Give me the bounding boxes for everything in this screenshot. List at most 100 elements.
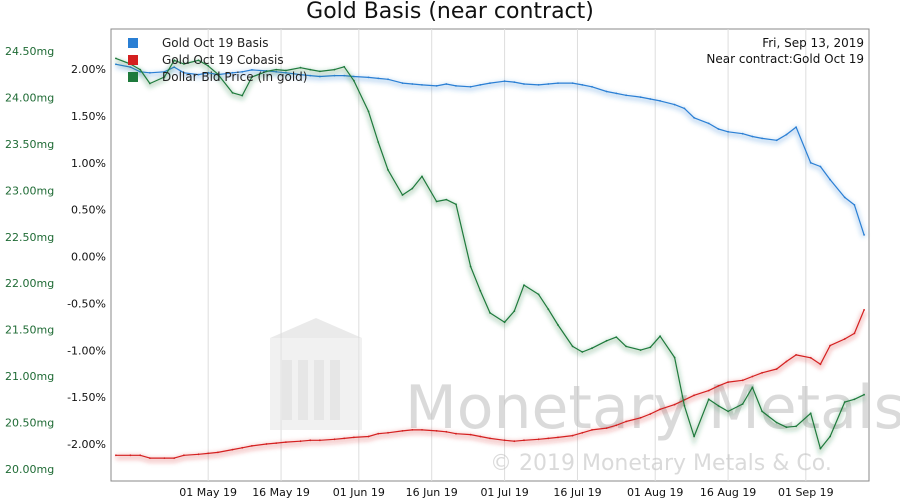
series-basis-point — [513, 81, 516, 83]
series-dollar-point — [727, 410, 729, 413]
legend-swatch-basis — [128, 38, 138, 48]
y-right-tick-label: 1.00% — [71, 157, 106, 170]
x-tick-label: 16 Jul 19 — [553, 486, 601, 499]
series-dollar-point — [591, 347, 593, 350]
series-basis-point — [819, 165, 822, 168]
series-basis-point — [163, 70, 166, 73]
series-basis-point — [445, 83, 448, 85]
series-basis-point — [489, 82, 491, 84]
series-basis-point — [659, 100, 661, 102]
series-dollar-point — [775, 421, 778, 424]
series-dollar-point — [241, 94, 244, 97]
info-box: Fri, Sep 13, 2019 Near contract:Gold Oct… — [706, 36, 864, 66]
series-basis-point — [503, 80, 506, 83]
series-dollar-point — [343, 65, 346, 68]
series-cobasis-point — [489, 437, 491, 440]
series-basis-point — [333, 74, 336, 77]
series-dollar-point — [615, 336, 618, 338]
series-dollar-point — [513, 310, 516, 312]
series-cobasis-point — [557, 436, 559, 439]
series-dollar-point — [819, 447, 822, 450]
series-cobasis-point — [173, 457, 176, 459]
series-dollar-point — [683, 404, 686, 407]
legend-label-cobasis: Gold Oct 19 Cobasis — [162, 53, 284, 67]
legend-item-cobasis: Gold Oct 19 Cobasis — [128, 53, 284, 67]
series-cobasis-point — [581, 431, 584, 434]
series-dollar-point — [139, 68, 142, 71]
series-basis-point — [469, 85, 472, 88]
series-dollar-point — [829, 435, 831, 438]
series-cobasis-point — [673, 403, 676, 406]
series-cobasis-point — [275, 442, 278, 444]
series-cobasis-point — [139, 454, 142, 457]
series-dollar-point — [863, 393, 865, 396]
series-cobasis-point — [751, 375, 754, 378]
series-dollar-point — [401, 194, 404, 196]
series-basis-point — [183, 71, 185, 74]
series-cobasis-point — [795, 354, 797, 356]
series-basis-shadow — [115, 63, 867, 238]
series-basis-point — [853, 204, 856, 206]
series-dollar-point — [377, 141, 380, 143]
series-cobasis-point — [445, 430, 448, 433]
series-cobasis-point — [333, 438, 336, 441]
x-tick-label: 01 Sep 19 — [778, 486, 834, 499]
series-basis-point — [523, 83, 525, 85]
series-dollar-point — [673, 356, 676, 359]
y-right-tick-label: -2.00% — [67, 438, 106, 451]
series-dollar-point — [707, 398, 710, 401]
y-axis-right: -2.00% -1.50% -1.00% -0.50% 0.00% 0.50% 1.00% 1… — [67, 63, 106, 451]
watermark-brand: Monetary Metals — [405, 373, 900, 443]
x-tick-label: 01 May 19 — [179, 486, 237, 499]
series-cobasis-point — [707, 389, 710, 392]
series-basis-point — [615, 92, 618, 95]
series-cobasis-point — [231, 448, 234, 451]
y-right-tick-label: 0.50% — [71, 204, 106, 217]
series-basis-point — [843, 196, 846, 199]
legend-swatch-dollar — [128, 72, 138, 82]
series-cobasis-point — [775, 368, 778, 370]
series-dollar-point — [275, 68, 278, 71]
series-dollar-point — [435, 200, 438, 203]
series-basis-point — [727, 130, 729, 133]
series-dollar-point — [761, 410, 763, 413]
series-dollar-shadow — [114, 58, 866, 456]
y-left-tick-label: 23.50mg — [5, 138, 54, 151]
series-cobasis-point — [863, 309, 865, 311]
x-tick-label: 16 Jun 19 — [406, 486, 458, 499]
series-cobasis-point — [251, 445, 253, 447]
y-right-tick-label: 0.00% — [71, 251, 106, 264]
series-basis-point — [775, 139, 778, 142]
x-tick-label: 16 Aug 19 — [700, 486, 756, 499]
series-cobasis-point — [455, 432, 457, 435]
series-dollar-point — [639, 349, 642, 351]
series-cobasis-point — [809, 356, 812, 359]
series-cobasis-point — [377, 432, 380, 435]
series-basis-point — [115, 63, 117, 66]
series-dollar-point — [251, 76, 253, 78]
series-dollar-point — [285, 69, 287, 72]
series-basis-point — [309, 74, 312, 77]
watermark-logo-icon — [270, 318, 362, 430]
series-cobasis-point — [523, 439, 525, 442]
series-cobasis-point — [319, 439, 321, 442]
x-tick-label: 16 May 19 — [252, 486, 310, 499]
series-dollar-point — [207, 65, 210, 67]
series-basis-point — [761, 137, 763, 140]
series-basis-point — [863, 234, 865, 236]
series-cobasis-point — [605, 427, 608, 429]
y-left-tick-label: 20.00mg — [5, 463, 54, 476]
series-basis-point — [693, 116, 695, 119]
y-left-tick-label: 24.00mg — [5, 91, 54, 104]
series-dollar-point — [809, 412, 812, 415]
series-dollar-point — [197, 59, 200, 62]
series-basis-point — [571, 82, 574, 84]
chart-title: Gold Basis (near contract) — [306, 0, 594, 24]
series-cobasis-point — [537, 438, 540, 441]
series-dollar-point — [659, 335, 661, 338]
series-dollar-point — [469, 265, 472, 268]
y-left-tick-label: 23.00mg — [5, 184, 54, 197]
series-cobasis-point — [411, 429, 414, 431]
series-basis-point — [605, 90, 608, 93]
series-cobasis-point — [197, 453, 200, 456]
